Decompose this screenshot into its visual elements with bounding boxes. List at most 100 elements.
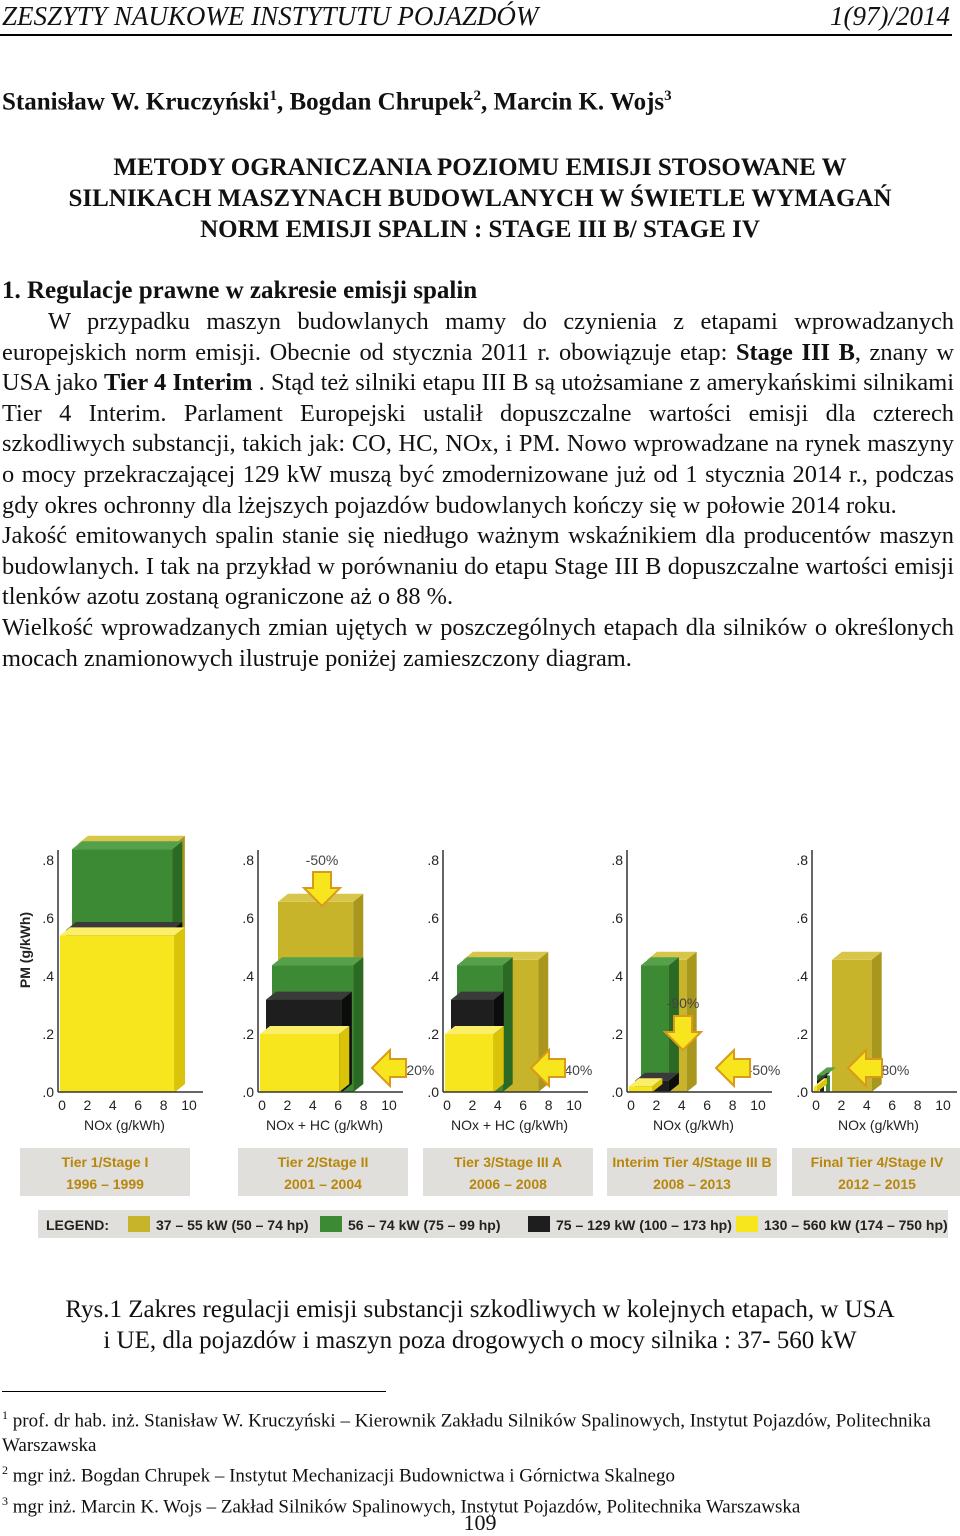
reduction-label: -80%: [877, 1062, 910, 1078]
stage-box: [423, 1148, 593, 1196]
x-tick-label: 4: [863, 1097, 871, 1113]
x-axis-label: NOx + HC (g/kWh): [266, 1117, 383, 1133]
reduction-label: -50%: [748, 1062, 781, 1078]
tier4-interim: Tier 4 Interim: [103, 369, 253, 397]
section-heading: 1. Regulacje prawne w zakresie emisji sp…: [2, 277, 478, 304]
stage-years: 1996 – 1999: [66, 1176, 144, 1192]
legend-swatch: [128, 1216, 150, 1232]
legend-box: [38, 1210, 948, 1238]
legend-swatch: [320, 1216, 342, 1232]
bar-1-3: [260, 1034, 340, 1092]
x-tick-label: 6: [703, 1097, 711, 1113]
bar-side-3-2: [668, 1072, 679, 1092]
bar-top-4-1: [817, 1067, 836, 1076]
caption-line-1: Rys.1 Zakres regulacji emisji substancji…: [65, 1296, 895, 1323]
x-axis-label: NOx (g/kWh): [84, 1117, 165, 1133]
stage-label: Final Tier 4/Stage IV: [811, 1154, 944, 1170]
x-tick-label: 8: [545, 1097, 553, 1113]
y-tick-label: .6: [42, 910, 54, 926]
reduction-label: -50%: [306, 852, 339, 868]
y-tick-label: .0: [242, 1084, 254, 1100]
x-axis-label: NOx (g/kWh): [838, 1117, 919, 1133]
stage-years: 2006 – 2008: [469, 1176, 547, 1192]
y-tick-label: .8: [427, 852, 439, 868]
bar-top-1-1: [272, 957, 364, 966]
author-1: Stanisław W. Kruczyński: [2, 88, 270, 116]
stage-years: 2001 – 2004: [284, 1176, 362, 1192]
y-tick-label: .0: [42, 1084, 54, 1100]
y-tick-label: .0: [427, 1084, 439, 1100]
y-tick-label: .6: [611, 910, 623, 926]
legend-swatch: [736, 1216, 758, 1232]
bar-3-3: [629, 1086, 653, 1092]
legend-label: 56 – 74 kW (75 – 99 hp): [348, 1217, 501, 1233]
bar-2-3: [445, 1034, 494, 1092]
paper-title: METODY OGRANICZANIA POZIOMU EMISJI STOSO…: [0, 152, 960, 245]
issue-number: 1(97)/2014: [830, 1, 950, 31]
bar-side-3-3: [652, 1078, 663, 1092]
x-tick-label: 4: [678, 1097, 686, 1113]
running-header: ZESZYTY NAUKOWE INSTYTUTU POJAZDÓW 1(97)…: [0, 0, 952, 36]
footnotes: 1 prof. dr hab. inż. Stanisław W. Kruczy…: [2, 1403, 952, 1519]
y-tick-label: .4: [427, 968, 439, 984]
author-3: Marcin K. Wojs: [493, 88, 665, 116]
legend-label: 75 – 129 kW (100 – 173 hp): [556, 1217, 732, 1233]
x-tick-label: 4: [309, 1097, 317, 1113]
paragraph-1: W przypadku maszyn budowlanych mamy do c…: [2, 308, 954, 519]
bar-top-2-3: [445, 1026, 504, 1034]
x-tick-label: 8: [729, 1097, 737, 1113]
x-tick-label: 2: [653, 1097, 661, 1113]
legend-swatch: [528, 1216, 550, 1232]
y-axis-title: PM (g/kWh): [17, 912, 33, 988]
bar-top-3-3: [629, 1078, 663, 1087]
y-tick-label: .6: [796, 910, 808, 926]
x-tick-label: 10: [750, 1097, 766, 1113]
y-tick-label: .4: [611, 968, 623, 984]
x-axis-label: NOx (g/kWh): [653, 1117, 734, 1133]
reduction-label: -40%: [560, 1062, 593, 1078]
left-arrow-icon: [370, 1047, 407, 1089]
bar-top-1-2: [266, 991, 352, 1000]
bar-top-4-2: [817, 1072, 830, 1081]
left-arrow-icon: [529, 1047, 566, 1089]
x-tick-label: 0: [443, 1097, 451, 1113]
y-tick-label: .8: [242, 852, 254, 868]
y-tick-label: .2: [796, 1026, 808, 1042]
x-tick-label: 8: [160, 1097, 168, 1113]
x-tick-label: 0: [812, 1097, 820, 1113]
emission-diagram: PM (g/kWh) .0 .2 .4 .6 .8 0 2 4 6 8 10 NOx (g/kWh) Ti…: [0, 740, 960, 1300]
x-tick-label: 0: [58, 1097, 66, 1113]
x-tick-label: 0: [627, 1097, 635, 1113]
x-tick-label: 2: [84, 1097, 92, 1113]
caption-line-2: i UE, dla pojazdów i maszyn poza drogowy…: [103, 1327, 857, 1354]
x-tick-label: 0: [258, 1097, 266, 1113]
y-tick-label: .0: [611, 1084, 623, 1100]
x-tick-label: 8: [914, 1097, 922, 1113]
legend-title: LEGEND:: [46, 1217, 109, 1233]
bar-top-0-3: [60, 927, 185, 936]
x-tick-label: 6: [519, 1097, 527, 1113]
y-tick-label: .8: [611, 852, 623, 868]
bar-3-1: [641, 965, 669, 1092]
y-tick-label: .2: [42, 1026, 54, 1042]
page-number: 109: [463, 1510, 497, 1535]
title-line-2: SILNIKACH MASZYNACH BUDOWLANYCH W ŚWIETL…: [68, 185, 892, 212]
bar-top-2-2: [451, 991, 504, 1000]
y-tick-label: .4: [796, 968, 808, 984]
y-tick-label: .8: [796, 852, 808, 868]
journal-title: ZESZYTY NAUKOWE INSTYTUTU POJAZDÓW: [2, 1, 539, 31]
bar-side-1-3: [339, 1026, 350, 1092]
stage-label: Tier 2/Stage II: [278, 1154, 369, 1170]
title-line-1: METODY OGRANICZANIA POZIOMU EMISJI STOSO…: [113, 154, 847, 181]
x-tick-label: 10: [935, 1097, 951, 1113]
y-tick-label: .2: [242, 1026, 254, 1042]
left-arrow-icon: [846, 1047, 883, 1089]
x-tick-label: 10: [381, 1097, 397, 1113]
footnote-3: 3 mgr inż. Marcin K. Wojs – Zakład Silni…: [2, 1493, 801, 1517]
y-tick-label: .6: [242, 910, 254, 926]
left-arrow-icon: [714, 1047, 751, 1089]
y-tick-label: .8: [42, 852, 54, 868]
reduction-label: -90%: [667, 995, 700, 1011]
bar-top-1-3: [260, 1026, 350, 1034]
bar-side-4-3: [817, 1078, 828, 1092]
